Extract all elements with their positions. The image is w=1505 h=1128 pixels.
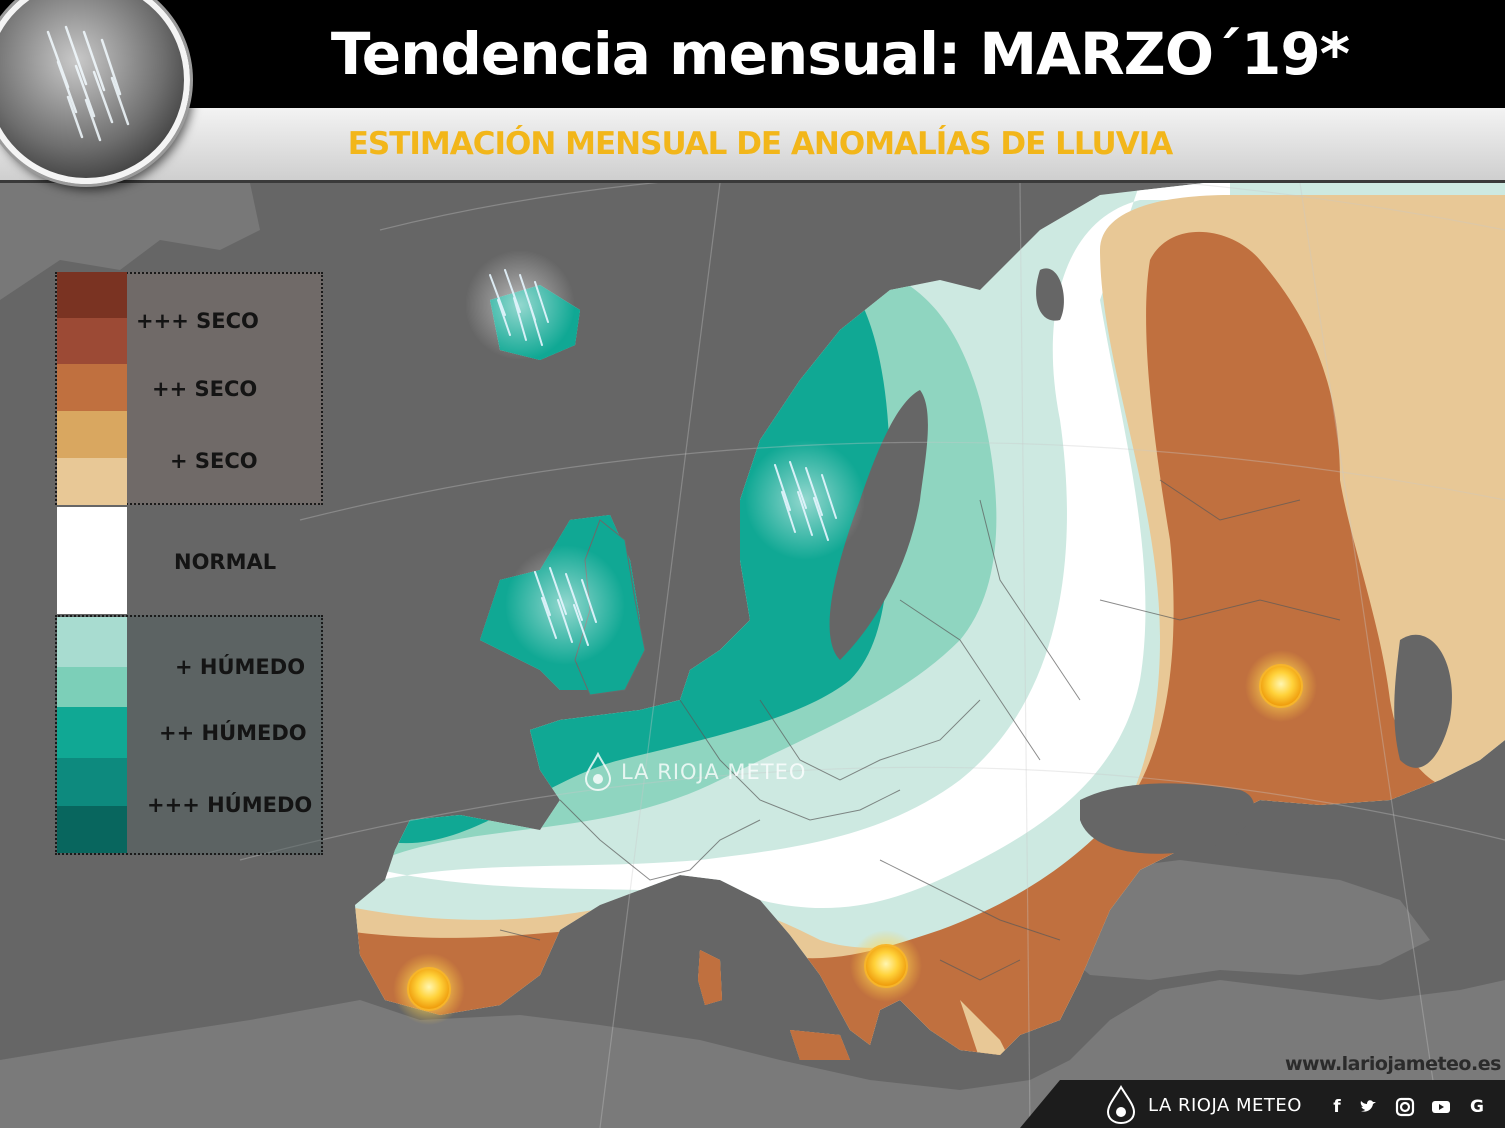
baltic-sea [829, 390, 928, 660]
sun-icon-iberia [393, 953, 465, 1025]
europe-anomaly-map [0, 183, 1505, 1128]
graticule [239, 183, 1505, 1128]
sardinia [698, 950, 722, 1005]
drop-logo-icon [584, 752, 612, 792]
footer-bar [1020, 1080, 1505, 1128]
site-url[interactable]: www.lariojameteo.es [1285, 1053, 1501, 1075]
google-icon[interactable]: G [1470, 1097, 1484, 1117]
legend-swatch-wet1b [57, 667, 127, 707]
turkey-landmass [1040, 860, 1430, 980]
legend-swatch-wet3 [57, 758, 127, 806]
sun-icon-russia [1245, 650, 1317, 722]
footer-drop-logo-icon [1106, 1085, 1136, 1125]
legend-swatch-wet1 [57, 617, 127, 667]
rain-icon-iceland [465, 250, 575, 360]
legend-label-dry2: ++ SECO [152, 377, 258, 401]
legend-label-wet2: ++ HÚMEDO [159, 721, 307, 745]
title-bar: Tendencia mensual: MARZO´19* [0, 0, 1505, 108]
country-borders [499, 479, 1341, 981]
greenland-landmass [0, 183, 260, 300]
rain-icon-scandinavia [745, 440, 865, 560]
caspian-sea [1394, 634, 1452, 768]
legend-swatch-normal [57, 507, 127, 614]
black-sea [1080, 783, 1255, 854]
rain-badge-icon [0, 0, 190, 184]
white-sea [1036, 268, 1064, 321]
facebook-icon[interactable]: f [1333, 1097, 1341, 1117]
page-title: Tendencia mensual: MARZO´19* [330, 20, 1350, 88]
subtitle-bar: ESTIMACIÓN MENSUAL DE ANOMALÍAS DE LLUVI… [0, 108, 1505, 183]
legend-label-wet3: +++ HÚMEDO [147, 793, 313, 817]
watermark-text: LA RIOJA METEO [621, 760, 807, 784]
legend-swatch-dry-extreme [57, 272, 127, 318]
legend-swatch-wet2 [57, 707, 127, 758]
legend-label-dry1: + SECO [170, 449, 258, 473]
legend-label-wet1: + HÚMEDO [175, 655, 306, 679]
youtube-icon[interactable] [1430, 1096, 1452, 1118]
legend-swatch-dry1b [57, 411, 127, 458]
sicily [790, 1030, 850, 1060]
page-subtitle: ESTIMACIÓN MENSUAL DE ANOMALÍAS DE LLUVI… [347, 126, 1173, 162]
instagram-icon[interactable] [1394, 1096, 1416, 1118]
legend-label-normal: NORMAL [174, 550, 277, 574]
legend-swatch-dry1 [57, 458, 127, 505]
watermark: LA RIOJA METEO [583, 752, 806, 792]
rain-icon-ireland [505, 545, 625, 665]
legend-swatch-dry3 [57, 318, 127, 364]
legend-swatch-dry2 [57, 364, 127, 411]
sun-icon-italy [850, 930, 922, 1002]
band-dry-greece-tip [960, 1000, 1010, 1060]
footer-brand: LA RIOJA METEO [1148, 1095, 1302, 1116]
legend-swatch-wet-extreme [57, 806, 127, 853]
legend-label-dry3: +++ SECO [136, 309, 259, 333]
twitter-icon[interactable] [1358, 1096, 1380, 1118]
